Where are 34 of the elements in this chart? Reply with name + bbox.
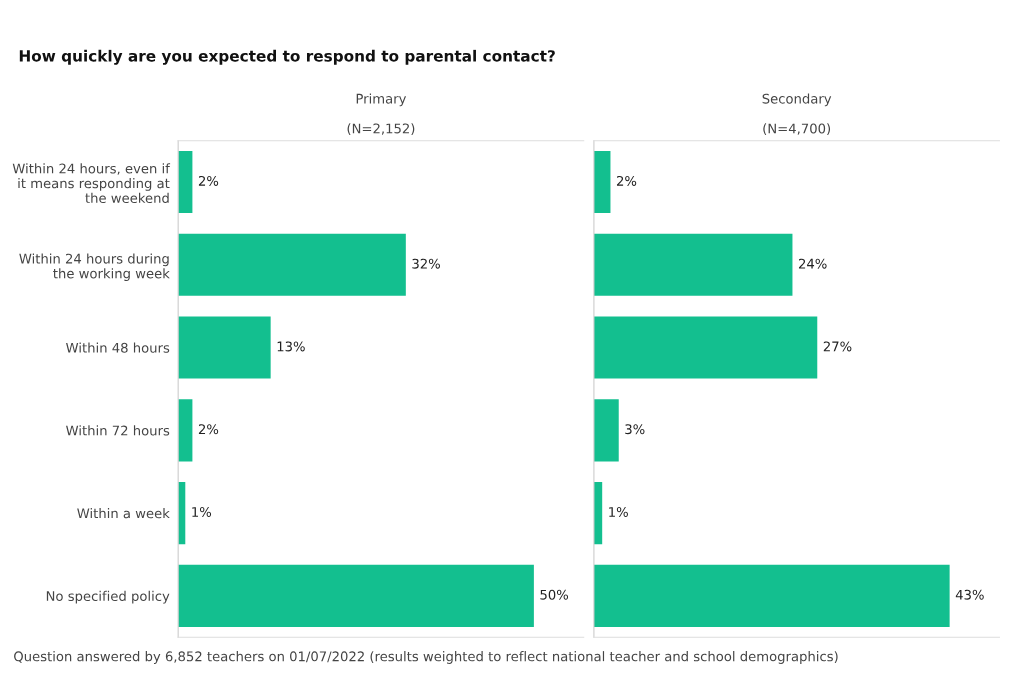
y-tick-label: Within 24 hours, even if it means responding at the weekend	[12, 163, 171, 204]
text: How quickly are you expected to respond to parental contact?	[19, 49, 555, 65]
chart-title: Secondary	[762, 93, 832, 107]
data-label: 13%	[277, 341, 305, 352]
data-label: 2%	[198, 175, 219, 186]
bar	[178, 233, 406, 296]
text: Question answered by 6,852 teachers on 01/07/2022 (results weighted to reflect national teacher and school demographics)	[14, 651, 838, 664]
chart-subtitle: (N=4,700)	[763, 123, 831, 135]
bar	[593, 233, 793, 296]
y-tick-label: Within 48 hours	[66, 342, 170, 353]
bar	[178, 316, 271, 379]
bar	[593, 399, 619, 462]
data-label: 1%	[609, 506, 628, 517]
chart-subtitle: (N=2,152)	[347, 123, 415, 135]
data-label: 24%	[798, 258, 827, 269]
data-label: 2%	[616, 175, 637, 186]
y-tick-label: No specified policy	[46, 590, 170, 604]
data-label: 1%	[192, 506, 212, 517]
y-tick-label: Within 72 hours	[66, 425, 170, 436]
data-label: 27%	[823, 341, 852, 352]
data-label: 43%	[955, 589, 984, 600]
data-label: 3%	[625, 424, 645, 435]
y-tick-label: Within a week	[77, 508, 170, 519]
y-tick-label: Within 24 hours during the working week	[19, 253, 170, 281]
bar	[178, 399, 193, 462]
bar	[178, 151, 193, 214]
bar	[178, 564, 534, 627]
chart-title: Primary	[356, 93, 407, 107]
data-label: 32%	[412, 258, 440, 269]
bar	[593, 316, 818, 379]
data-label: 50%	[540, 589, 569, 600]
data-label: 2%	[198, 424, 219, 435]
bar	[593, 151, 611, 214]
bar	[593, 564, 950, 627]
